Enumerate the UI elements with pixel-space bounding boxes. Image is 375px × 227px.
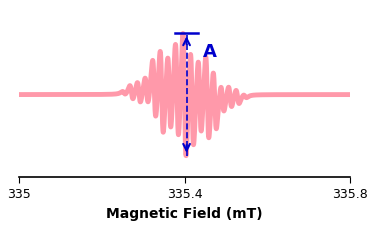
Text: A: A <box>203 42 217 60</box>
X-axis label: Magnetic Field (mT): Magnetic Field (mT) <box>106 206 263 220</box>
